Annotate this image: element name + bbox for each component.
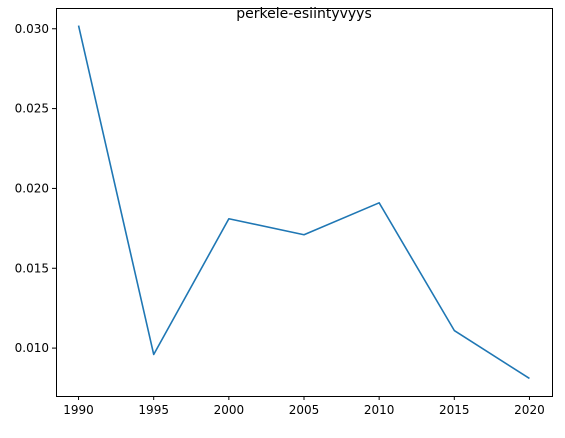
y-tick-label: 0.030 <box>15 22 49 36</box>
x-tick-label: 2005 <box>289 403 320 417</box>
x-tick-label: 1990 <box>63 403 94 417</box>
y-tick-label: 0.020 <box>15 181 49 195</box>
x-tick-label: 2015 <box>439 403 470 417</box>
x-tick-label: 1995 <box>138 403 169 417</box>
y-tick-label: 0.010 <box>15 341 49 355</box>
x-tick-label: 2000 <box>214 403 245 417</box>
x-tick-label: 2020 <box>514 403 545 417</box>
x-tick-label: 2010 <box>364 403 395 417</box>
y-tick-label: 0.025 <box>15 102 49 116</box>
chart-title: perkele-esiintyvyys <box>236 6 372 22</box>
y-tick-label: 0.015 <box>15 261 49 275</box>
axes-frame <box>56 8 553 397</box>
series-line <box>77 25 530 380</box>
